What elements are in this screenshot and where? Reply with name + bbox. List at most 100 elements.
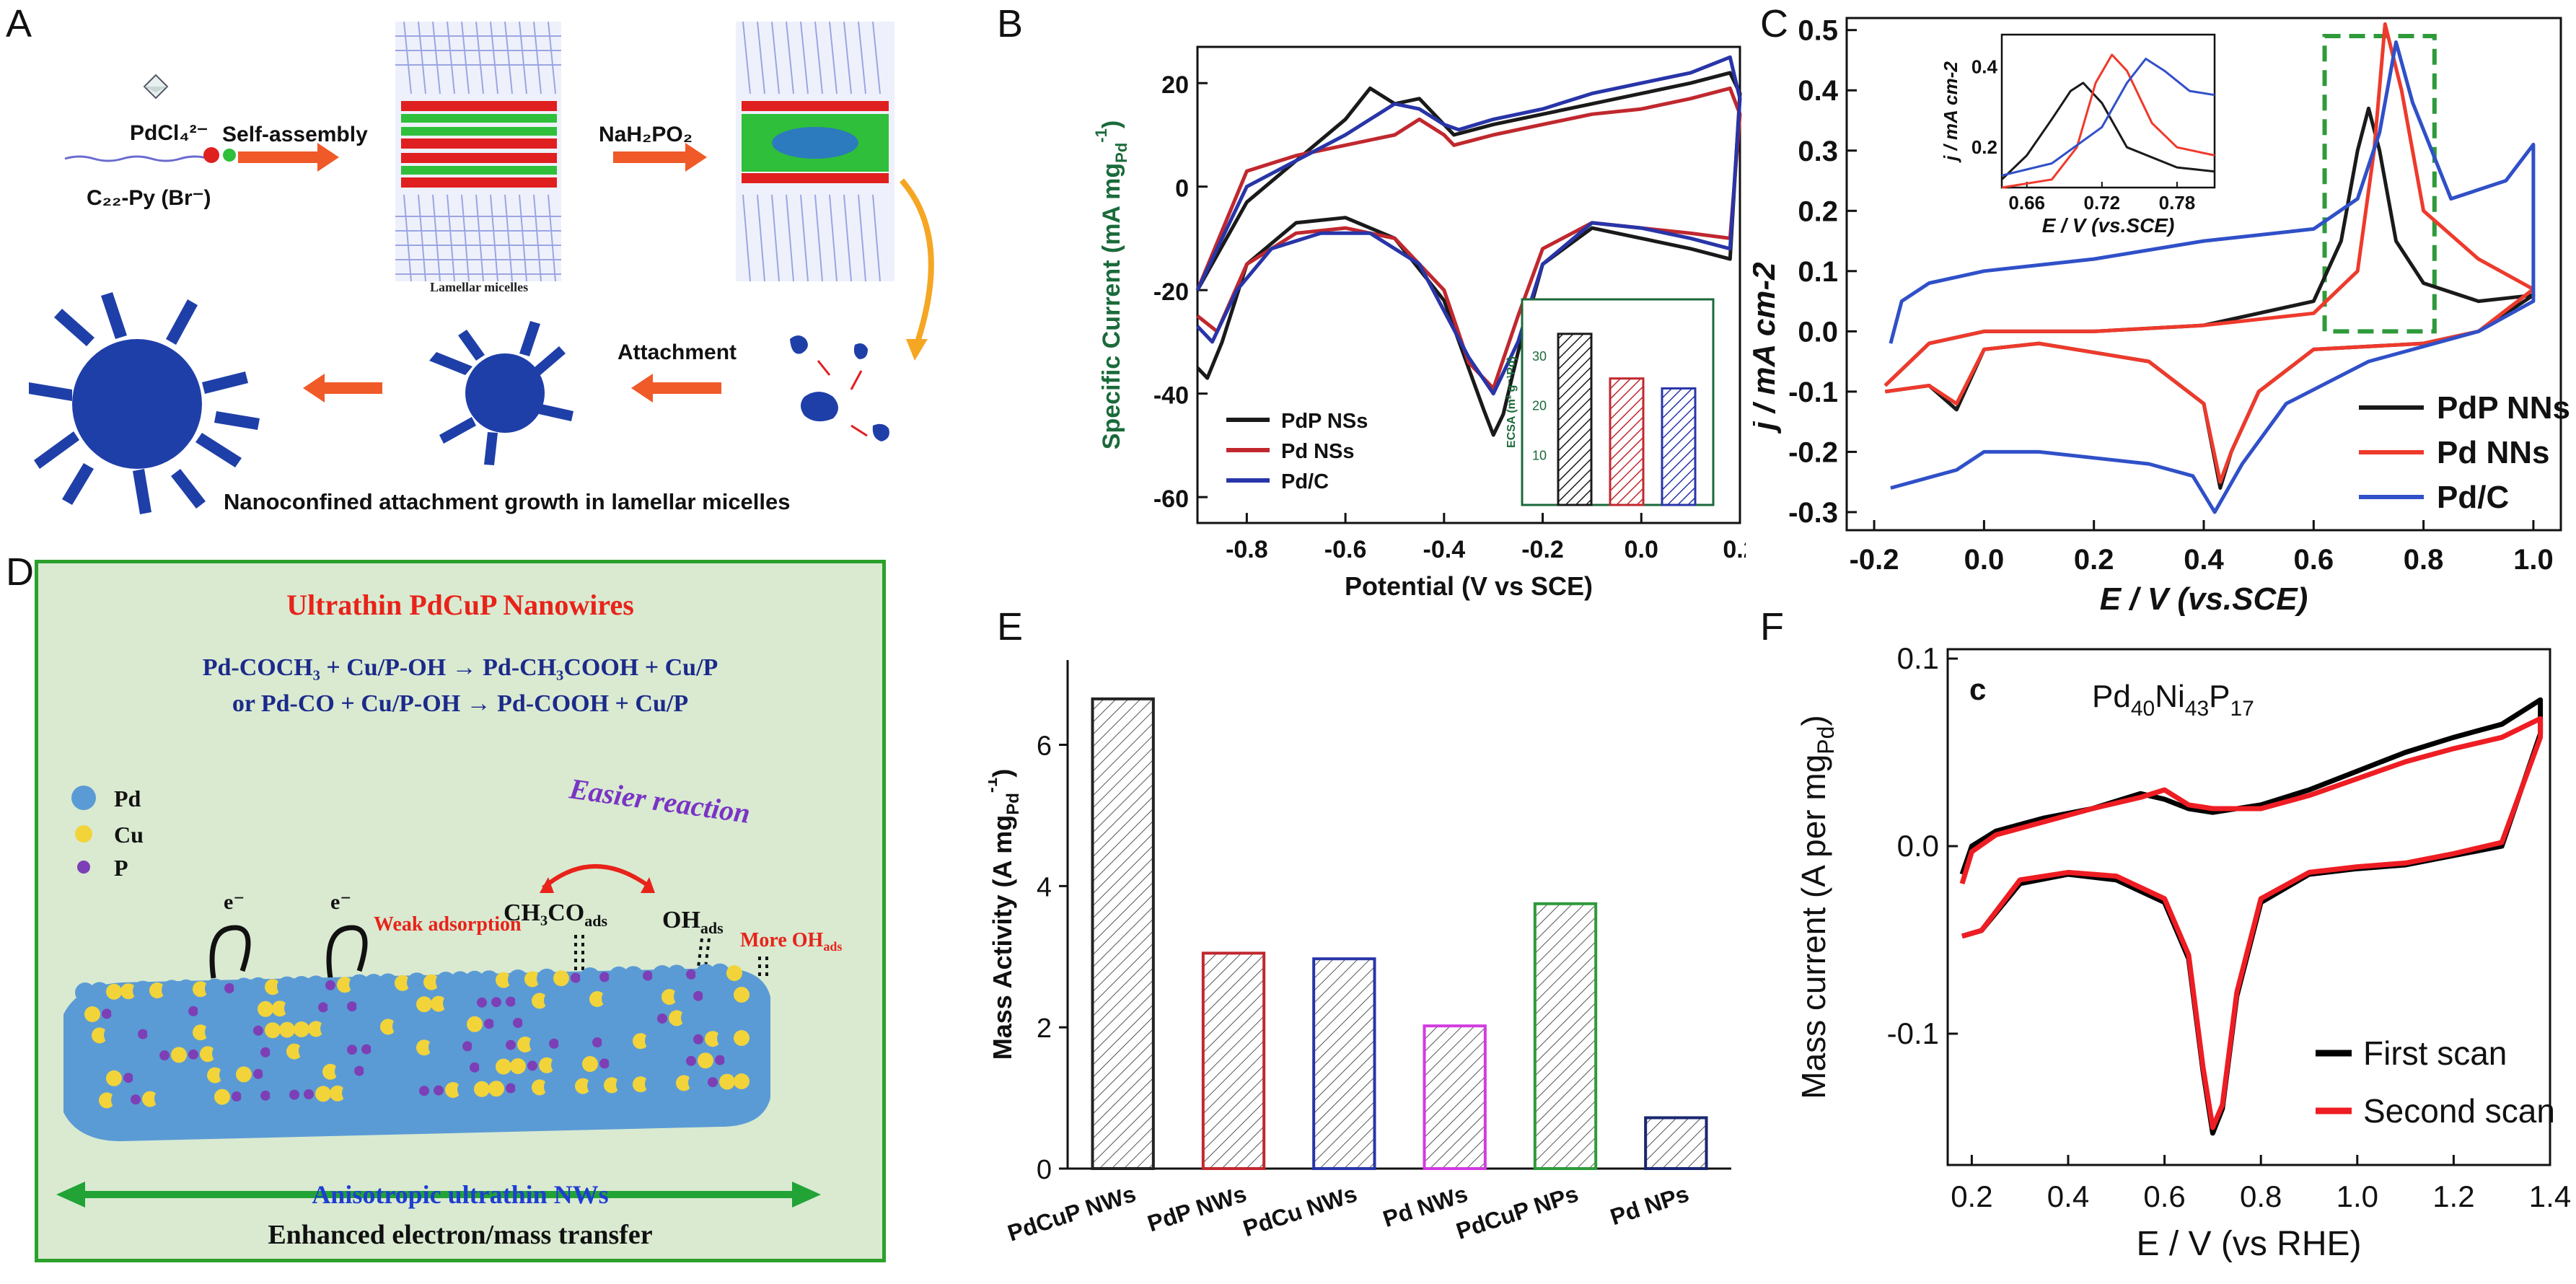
wire-atom	[602, 1032, 622, 1052]
y-axis-label: Mass Activity (A mgPd-1)	[988, 769, 1023, 1060]
d-ch3co: CH₃COads	[504, 900, 607, 930]
legend-label: Pd NNs	[2437, 435, 2549, 470]
surfactant-chain	[64, 155, 210, 162]
wire-atom	[645, 1030, 665, 1051]
wire-atom	[436, 972, 456, 992]
wire-atom	[416, 1039, 432, 1056]
wire-atom	[291, 1063, 312, 1083]
legend-pd: Pd	[114, 786, 141, 812]
wire-atom	[248, 977, 268, 998]
wire-atom	[198, 1001, 218, 1021]
x-tick-label: PdCuP NWs	[1004, 1180, 1138, 1246]
wire-atom	[674, 1029, 694, 1050]
wire-atom	[234, 1021, 254, 1042]
wire-atom	[558, 1076, 579, 1097]
wire-atom	[337, 977, 353, 993]
x-tick-label: 1.0	[2513, 544, 2554, 576]
inset-bar-1	[1557, 333, 1593, 506]
wire-atom	[467, 1016, 483, 1032]
crystal-icon	[143, 74, 169, 100]
wire-atom	[717, 1028, 737, 1049]
y-tick-label: 0.2	[1798, 195, 1838, 227]
wire-atom	[652, 1052, 672, 1072]
wire-atom	[638, 1008, 658, 1029]
wire-atom	[734, 1073, 749, 1089]
wire-atom	[364, 974, 384, 994]
d-weak: Weak adsorption	[374, 913, 522, 936]
inset-bar-2	[1609, 377, 1645, 506]
wire-atom	[539, 1057, 555, 1073]
wire-atom	[457, 993, 478, 1013]
wire-atom	[212, 1043, 232, 1064]
wire-atom	[99, 1092, 115, 1109]
wire-atom	[347, 1045, 357, 1055]
arrow-left-2	[303, 374, 382, 403]
wire-atom	[472, 1035, 492, 1056]
wire-atom	[510, 1058, 526, 1074]
wire-atom	[356, 1082, 377, 1103]
chart-c: -0.2 0.0 0.2 0.4 0.6 0.8 1.0 0.5 0.4 0.3 0.2 0.1 0.0…	[1753, 15, 2570, 617]
wire-atom	[693, 990, 703, 1001]
wire-atom	[315, 1086, 331, 1102]
wire-atom	[524, 971, 540, 988]
wire-atom	[325, 980, 335, 990]
legend-cu: Cu	[114, 822, 144, 848]
wire-atom	[308, 1021, 324, 1037]
wire-atom	[465, 970, 485, 991]
wire-atom	[224, 983, 234, 993]
y-tick-label: -0.1	[1887, 1016, 1939, 1050]
inset-y-tick-label: 0.2	[1971, 136, 1997, 158]
inset-tick-label: 10	[1532, 448, 1547, 462]
d-electron-1: e⁻	[224, 890, 245, 914]
wire-atom	[97, 1047, 117, 1068]
wire-atom	[212, 1000, 232, 1021]
micelles-label: Lamellar micelles	[430, 280, 528, 294]
d-electron-arrow-2	[326, 925, 368, 979]
inset-x-tick-label: 0.66	[2008, 192, 2045, 214]
wire-atom	[515, 1078, 535, 1098]
x-tick-label: PdCu NWs	[1240, 1180, 1360, 1241]
wire-atom	[551, 1011, 571, 1032]
x-axis-label: E / V (vs.SCE)	[2100, 581, 2308, 617]
wire-atom	[686, 969, 696, 980]
wire-atom	[392, 1059, 413, 1080]
wire-atom	[258, 1001, 273, 1017]
wire-atom	[183, 1087, 203, 1108]
wire-atom	[580, 1011, 600, 1031]
wire-atom	[592, 1037, 602, 1047]
wire-atom	[205, 978, 225, 999]
wire-atom	[616, 988, 636, 1008]
wire-atom	[667, 964, 687, 985]
legend-label: Second scan	[2363, 1092, 2555, 1130]
wire-atom	[299, 998, 319, 1018]
wire-atom	[111, 1089, 131, 1110]
legend-label: PdP NSs	[1281, 410, 1368, 433]
wire-atom	[549, 1038, 559, 1049]
wire-atom	[645, 1073, 665, 1094]
wire-atom	[371, 995, 391, 1016]
y-tick-label: 0.3	[1798, 136, 1838, 167]
wire-atom	[193, 1024, 208, 1041]
wire-atom	[342, 1083, 362, 1104]
wire-atom	[594, 1010, 615, 1031]
surfactant-label: C₂₂-Py (Br⁻)	[87, 186, 211, 210]
wire-atom	[75, 1069, 95, 1089]
wire-atom	[395, 975, 410, 991]
nanowire	[63, 963, 770, 1141]
x-axis-label: Potential (V vs SCE)	[1345, 571, 1593, 601]
wire-atom	[162, 980, 182, 1001]
wire-atom	[400, 1037, 420, 1058]
wire-atom	[205, 1021, 225, 1042]
x-tick-label: 0.8	[2404, 544, 2444, 576]
wire-atom	[652, 965, 672, 985]
wire-atom	[529, 1034, 550, 1055]
wire-atom	[558, 990, 579, 1011]
wire-atom	[227, 1043, 247, 1063]
wire-atom	[623, 1009, 643, 1030]
wire-atom	[385, 1038, 405, 1059]
x-tick-label: -0.4	[1423, 536, 1466, 563]
wire-atom	[169, 1088, 189, 1109]
x-tick-label: 0.0	[1964, 544, 2005, 576]
wire-atom	[506, 1083, 516, 1094]
wire-atom	[277, 976, 297, 997]
